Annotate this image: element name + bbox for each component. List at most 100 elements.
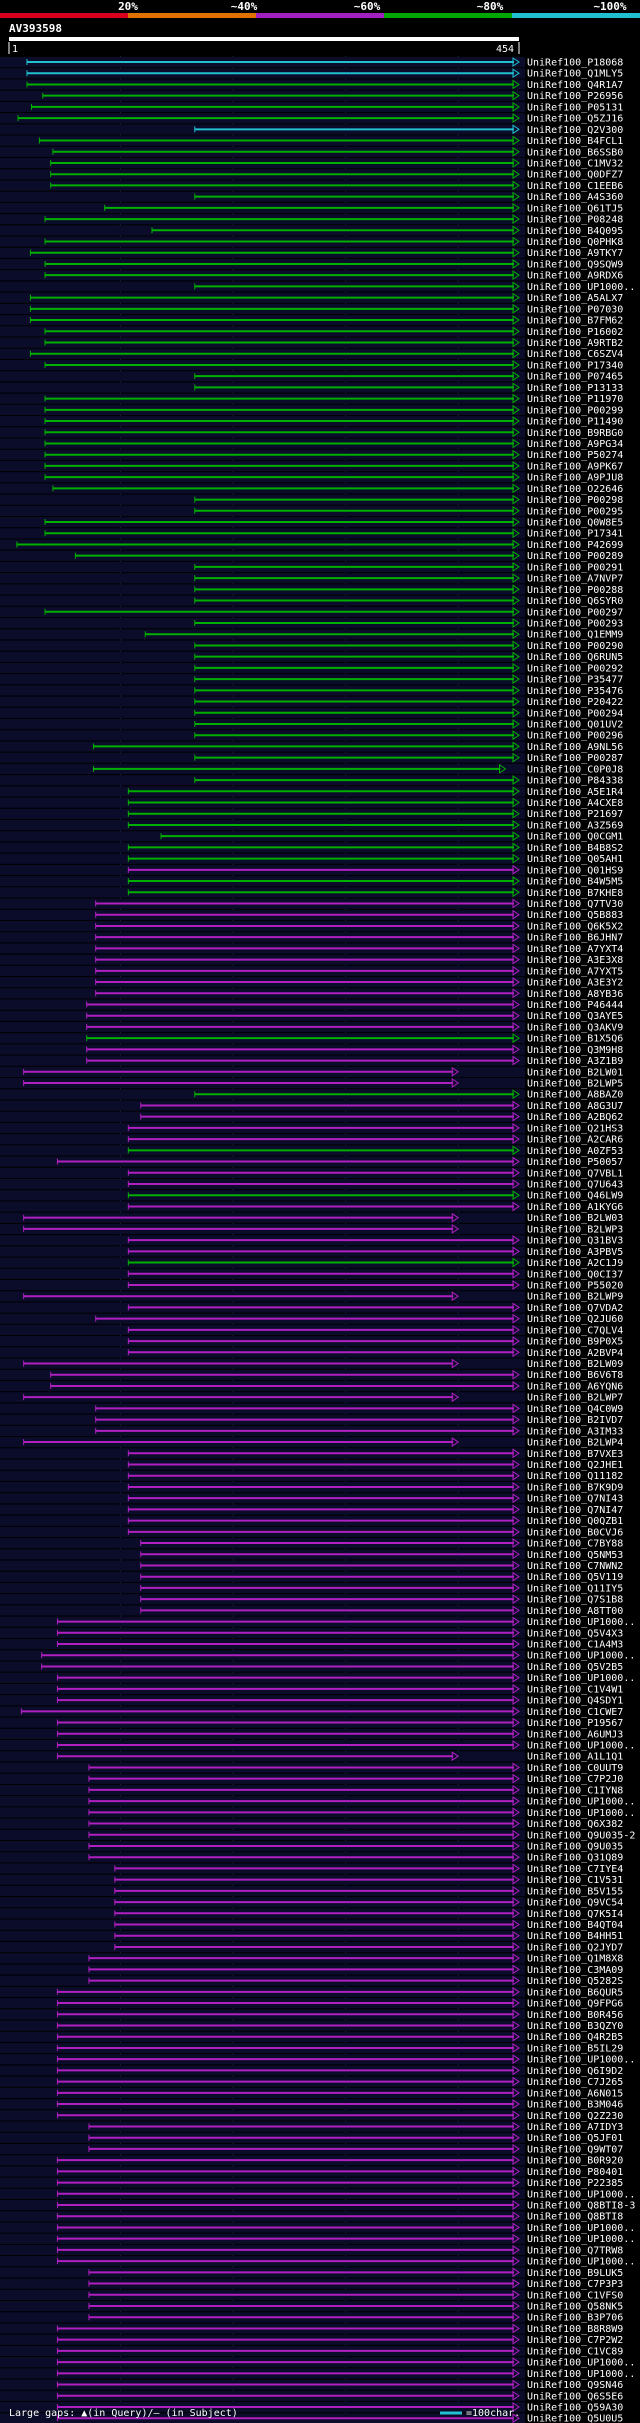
alignment-row[interactable]: UniRef100_P00292 xyxy=(0,662,623,675)
alignment-row[interactable]: UniRef100_Q9SQW9 xyxy=(0,258,623,271)
alignment-row[interactable]: UniRef100_P13133 xyxy=(0,382,623,394)
alignment-row[interactable]: UniRef100_B4W5M5 xyxy=(0,876,623,888)
alignment-row[interactable]: UniRef100_A9RDX6 xyxy=(0,270,623,282)
row-label[interactable]: UniRef100_Q0CGM1 xyxy=(527,832,623,843)
row-label[interactable]: UniRef100_C1V531 xyxy=(527,1875,623,1886)
alignment-row[interactable]: UniRef100_P26956 xyxy=(0,90,623,103)
alignment-row[interactable]: UniRef100_C1EEB6 xyxy=(0,180,623,192)
row-label[interactable]: UniRef100_P17340 xyxy=(527,360,623,371)
alignment-row[interactable]: UniRef100_B0R456 xyxy=(0,2009,623,2021)
alignment-row[interactable]: UniRef100_A9PK67 xyxy=(0,460,623,473)
alignment-row[interactable]: UniRef100_P00287 xyxy=(0,752,623,765)
alignment-row[interactable]: UniRef100_C7IYE4 xyxy=(0,1863,623,1875)
row-label[interactable]: UniRef100_P84338 xyxy=(527,776,623,787)
row-label[interactable]: UniRef100_B3M046 xyxy=(527,2100,623,2111)
alignment-row[interactable]: UniRef100_A9TKY7 xyxy=(0,247,623,259)
alignment-row[interactable]: UniRef100_UP1000.. xyxy=(0,2054,635,2066)
row-label[interactable]: UniRef100_B2LW01 xyxy=(527,1067,623,1078)
alignment-row[interactable]: UniRef100_A8G3U7 xyxy=(0,1100,623,1112)
alignment-row[interactable]: UniRef100_A6YQN6 xyxy=(0,1380,623,1393)
row-label[interactable]: UniRef100_A1L1Q1 xyxy=(527,1752,623,1763)
alignment-row[interactable]: UniRef100_Q0DFZ7 xyxy=(0,169,623,181)
row-label[interactable]: UniRef100_P00297 xyxy=(527,607,623,618)
row-label[interactable]: UniRef100_B4HH51 xyxy=(527,1931,623,1942)
row-label[interactable]: UniRef100_C7NWN2 xyxy=(527,1561,623,1572)
alignment-row[interactable]: UniRef100_P00289 xyxy=(0,550,623,563)
alignment-row[interactable]: UniRef100_C0P0J8 xyxy=(0,763,623,776)
row-label[interactable]: UniRef100_Q2Z230 xyxy=(527,2111,623,2122)
alignment-row[interactable]: UniRef100_A8BAZ0 xyxy=(0,1089,623,1101)
row-label[interactable]: UniRef100_B2LWP4 xyxy=(527,1438,623,1449)
row-label[interactable]: UniRef100_B0R920 xyxy=(527,2156,623,2167)
alignment-row[interactable]: UniRef100_B6V6T8 xyxy=(0,1369,623,1382)
alignment-row[interactable]: UniRef100_Q5V4X3 xyxy=(0,1627,623,1640)
row-label[interactable]: UniRef100_C6SZV4 xyxy=(527,349,623,360)
row-label[interactable]: UniRef100_Q5NM53 xyxy=(527,1550,623,1561)
alignment-row[interactable]: UniRef100_Q0PHK8 xyxy=(0,236,623,249)
alignment-row[interactable]: UniRef100_P21697 xyxy=(0,808,623,821)
alignment-row[interactable]: UniRef100_Q0QZB1 xyxy=(0,1515,623,1528)
row-label[interactable]: UniRef100_P35476 xyxy=(527,686,623,697)
alignment-row[interactable]: UniRef100_B2LWP9 xyxy=(0,1291,623,1303)
alignment-row[interactable]: UniRef100_Q6RUN5 xyxy=(0,651,623,664)
alignment-row[interactable]: UniRef100_Q8BTI8-3 xyxy=(0,2200,635,2212)
row-label[interactable]: UniRef100_UP1000.. xyxy=(527,1741,635,1752)
row-label[interactable]: UniRef100_B7K9D9 xyxy=(527,1482,623,1493)
alignment-row[interactable]: UniRef100_A8TT00 xyxy=(0,1605,623,1617)
row-label[interactable]: UniRef100_A6N015 xyxy=(527,2088,623,2099)
row-label[interactable]: UniRef100_C7P2J0 xyxy=(527,1774,623,1785)
alignment-row[interactable]: UniRef100_Q5B883 xyxy=(0,909,623,922)
alignment-row[interactable]: UniRef100_Q31Q89 xyxy=(0,1852,623,1864)
alignment-row[interactable]: UniRef100_P20422 xyxy=(0,696,623,709)
row-label[interactable]: UniRef100_C3MA09 xyxy=(527,1965,623,1976)
row-label[interactable]: UniRef100_C1EEB6 xyxy=(527,181,623,192)
alignment-row[interactable]: UniRef100_B6QUR5 xyxy=(0,1986,623,1999)
row-label[interactable]: UniRef100_A3IM33 xyxy=(527,1426,623,1437)
row-label[interactable]: UniRef100_A5ALX7 xyxy=(527,293,623,304)
row-label[interactable]: UniRef100_UP1000.. xyxy=(527,2257,635,2268)
alignment-row[interactable]: UniRef100_B4HH51 xyxy=(0,1930,623,1943)
alignment-row[interactable]: UniRef100_B3QZY0 xyxy=(0,2020,623,2033)
row-label[interactable]: UniRef100_Q5V4X3 xyxy=(527,1628,623,1639)
row-label[interactable]: UniRef100_Q6X382 xyxy=(527,1819,623,1830)
row-label[interactable]: UniRef100_B6JHN7 xyxy=(527,933,623,944)
row-label[interactable]: UniRef100_P26956 xyxy=(527,91,623,102)
row-label[interactable]: UniRef100_P00290 xyxy=(527,641,623,652)
row-label[interactable]: UniRef100_Q7VBL1 xyxy=(527,1168,623,1179)
alignment-row[interactable]: UniRef100_C7BY88 xyxy=(0,1538,623,1550)
alignment-row[interactable]: UniRef100_A4CXE8 xyxy=(0,797,623,810)
row-label[interactable]: UniRef100_P00294 xyxy=(527,708,623,719)
alignment-row[interactable]: UniRef100_Q9U035 xyxy=(0,1840,623,1853)
row-label[interactable]: UniRef100_A7IDY3 xyxy=(527,2122,623,2133)
alignment-row[interactable]: UniRef100_UP1000.. xyxy=(0,2357,635,2369)
alignment-row[interactable]: UniRef100_Q7TRW8 xyxy=(0,2244,623,2257)
alignment-row[interactable]: UniRef100_P00291 xyxy=(0,561,623,574)
row-label[interactable]: UniRef100_A7NVP7 xyxy=(527,574,623,585)
alignment-row[interactable]: UniRef100_P18068 xyxy=(0,57,623,69)
alignment-row[interactable]: UniRef100_C7NWN2 xyxy=(0,1560,623,1572)
row-label[interactable]: UniRef100_A9NL56 xyxy=(527,742,623,753)
alignment-row[interactable]: UniRef100_A9PG34 xyxy=(0,438,623,450)
row-label[interactable]: UniRef100_Q6S5E6 xyxy=(527,2391,623,2402)
row-label[interactable]: UniRef100_Q2JHE1 xyxy=(527,1460,623,1471)
row-label[interactable]: UniRef100_UP1000.. xyxy=(527,2223,635,2234)
row-label[interactable]: UniRef100_Q7TV30 xyxy=(527,899,623,910)
alignment-row[interactable]: UniRef100_P08248 xyxy=(0,214,623,226)
alignment-row[interactable]: UniRef100_C1V531 xyxy=(0,1874,623,1887)
row-label[interactable]: UniRef100_P11490 xyxy=(527,417,623,428)
row-label[interactable]: UniRef100_Q4R1A7 xyxy=(527,80,623,91)
alignment-row[interactable]: UniRef100_A3Z1B9 xyxy=(0,1055,623,1068)
row-label[interactable]: UniRef100_Q01UV2 xyxy=(527,719,623,730)
row-label[interactable]: UniRef100_Q0QZB1 xyxy=(527,1516,623,1527)
row-label[interactable]: UniRef100_B4Q095 xyxy=(527,226,623,237)
row-label[interactable]: UniRef100_Q4C0W9 xyxy=(527,1404,623,1415)
alignment-row[interactable]: UniRef100_Q7NI47 xyxy=(0,1504,623,1516)
row-label[interactable]: UniRef100_Q58NK5 xyxy=(527,2302,623,2313)
alignment-row[interactable]: UniRef100_P17341 xyxy=(0,528,623,540)
row-label[interactable]: UniRef100_B7FM62 xyxy=(527,316,623,327)
alignment-row[interactable]: UniRef100_P46444 xyxy=(0,999,623,1011)
alignment-row[interactable]: UniRef100_B5V155 xyxy=(0,1885,623,1898)
alignment-row[interactable]: UniRef100_Q7TV30 xyxy=(0,898,623,911)
row-label[interactable]: UniRef100_C1MV32 xyxy=(527,158,623,169)
row-label[interactable]: UniRef100_Q21HS3 xyxy=(527,1123,623,1134)
